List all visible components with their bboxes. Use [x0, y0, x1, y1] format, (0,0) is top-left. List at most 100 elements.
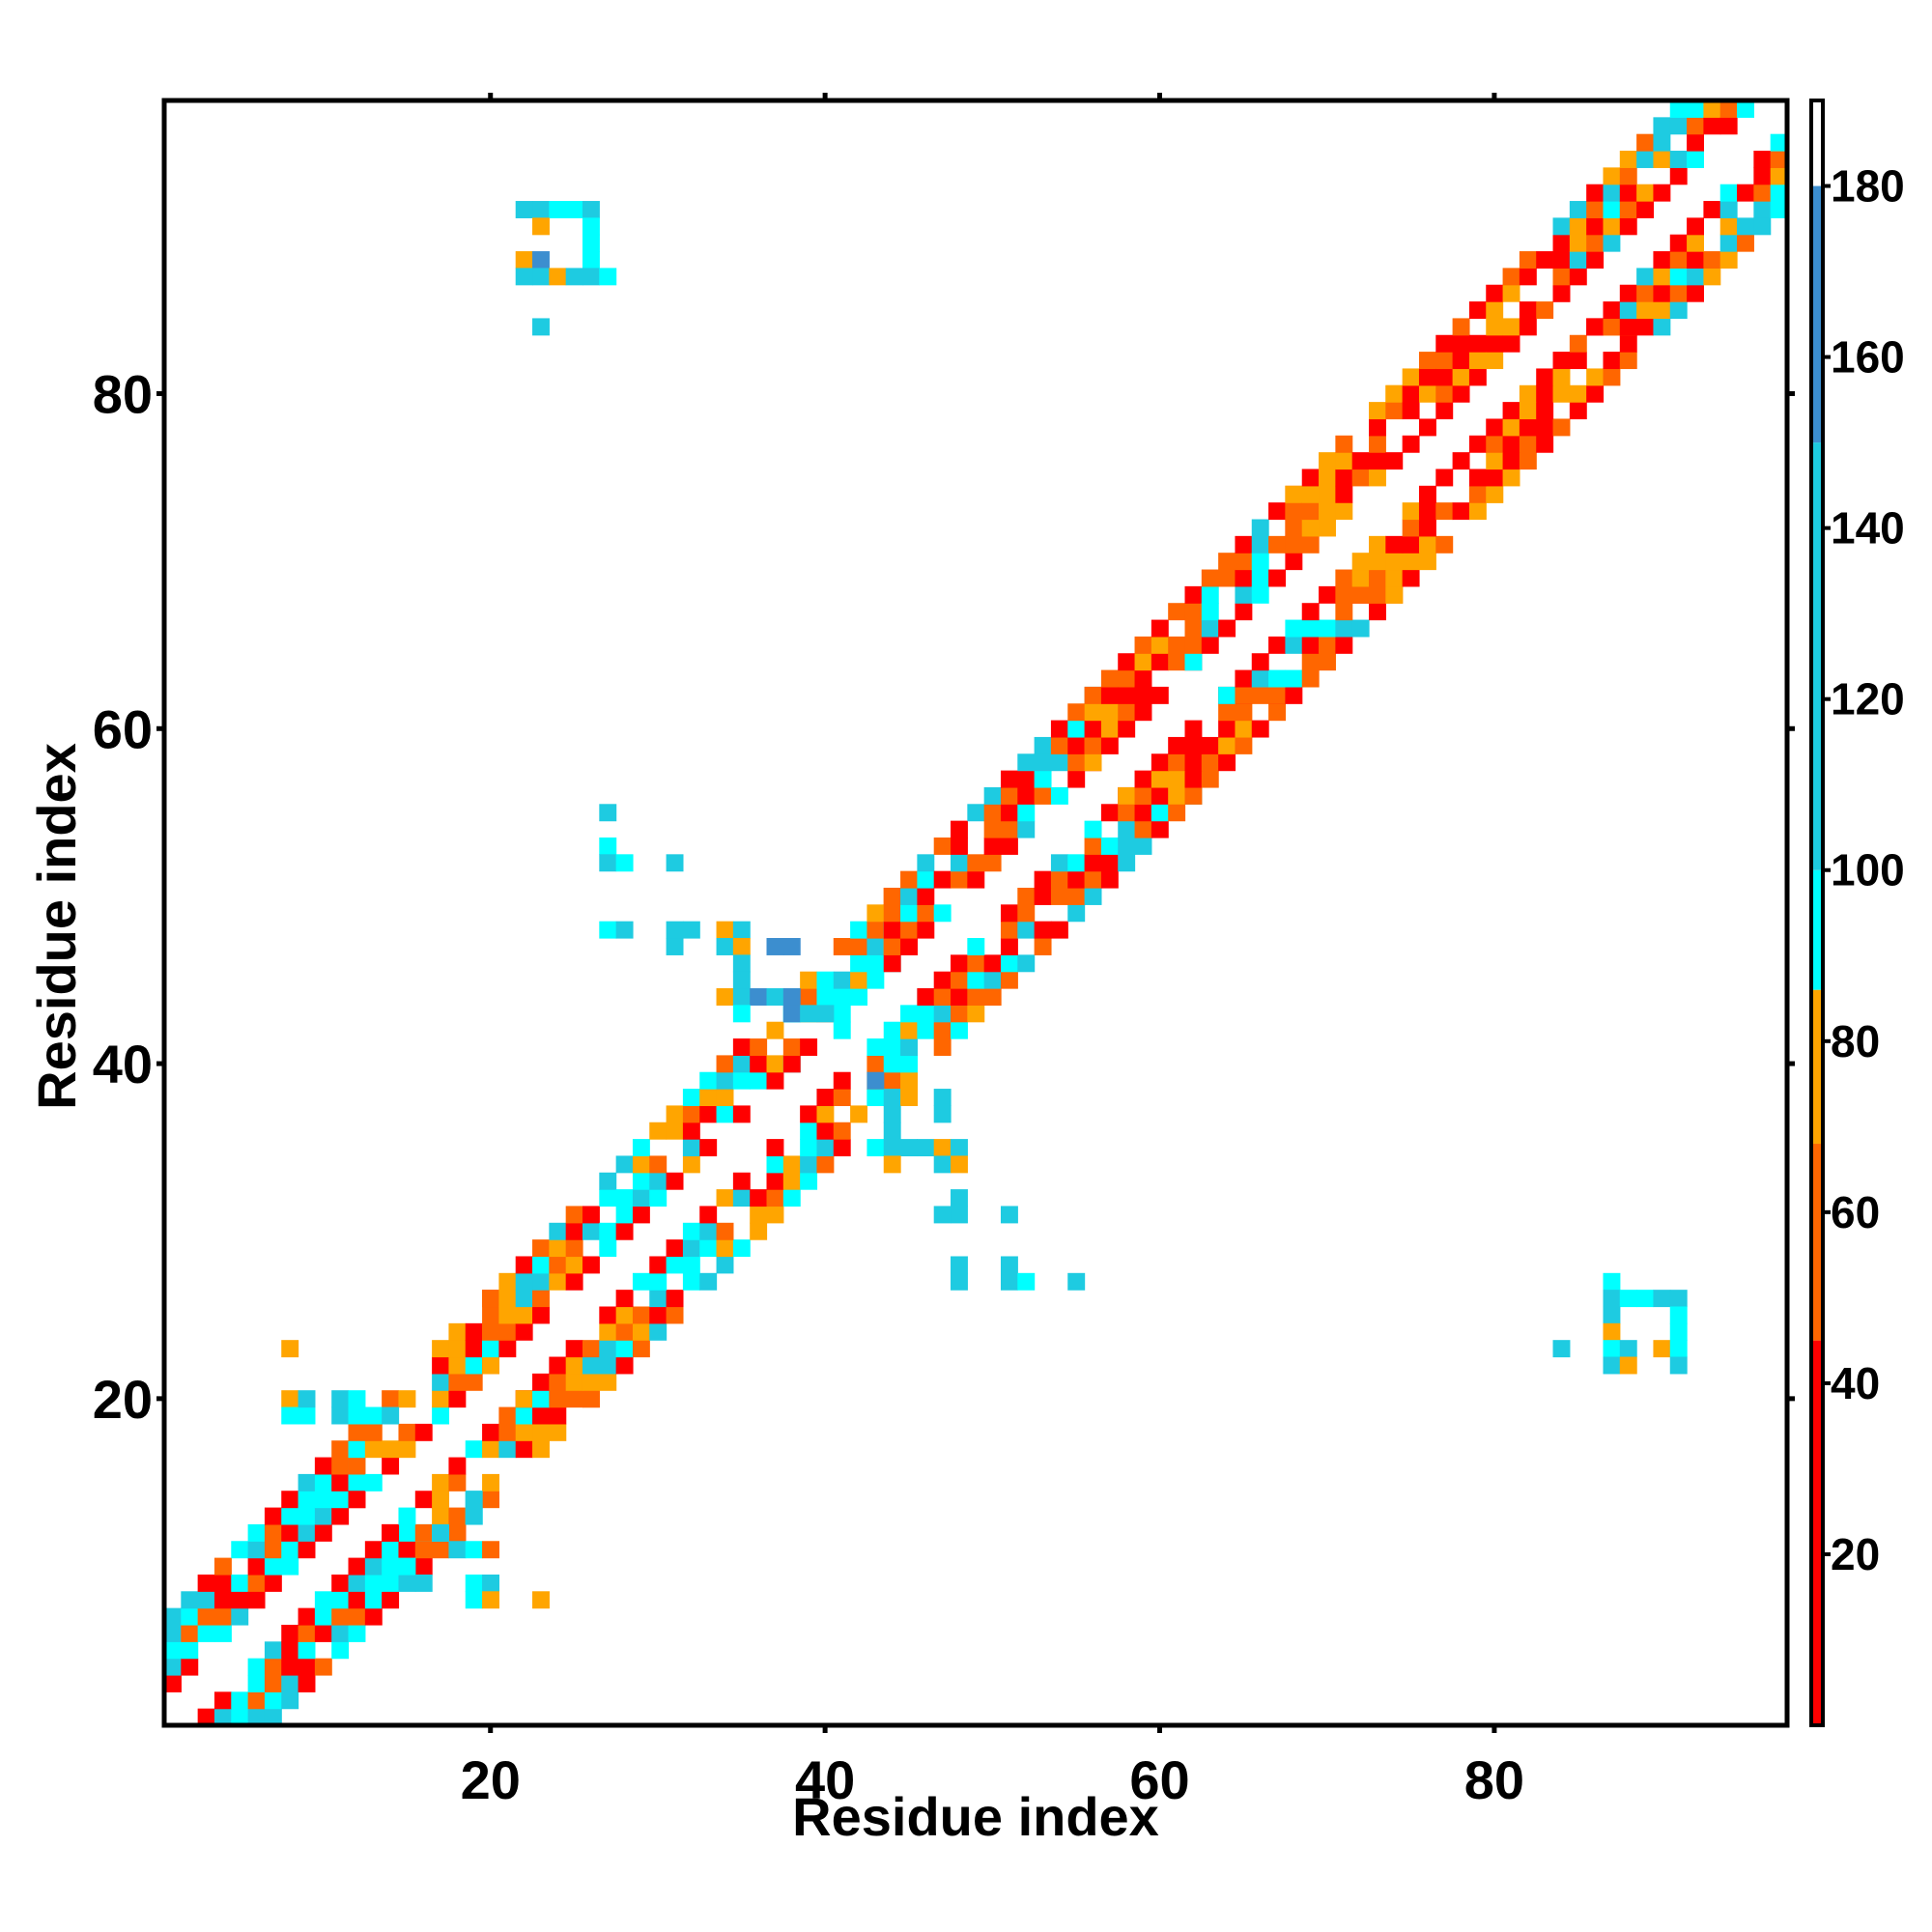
heatmap-cell: [181, 1591, 199, 1609]
heatmap-cell: [1536, 402, 1554, 420]
heatmap-cell: [482, 1340, 499, 1358]
heatmap-cell: [649, 1306, 668, 1324]
heatmap-cell: [281, 1641, 299, 1660]
heatmap-cell: [465, 1491, 483, 1509]
heatmap-cell: [1452, 334, 1470, 353]
heatmap-cell: [1084, 887, 1102, 905]
heatmap-cell: [649, 1272, 668, 1291]
heatmap-cell: [1050, 753, 1068, 772]
colorbar-band: [1811, 100, 1823, 186]
heatmap-cell: [699, 1139, 718, 1157]
heatmap-cell: [1235, 553, 1253, 571]
heatmap-cell: [1184, 753, 1203, 772]
heatmap-cell: [1435, 368, 1454, 386]
heatmap-cell: [465, 1574, 483, 1592]
heatmap-cell: [448, 1373, 467, 1391]
heatmap-cell: [482, 1591, 499, 1609]
heatmap-cell: [1452, 452, 1470, 470]
heatmap-cell: [498, 1322, 517, 1341]
heatmap-cell: [1619, 352, 1637, 370]
heatmap-cell: [917, 921, 935, 939]
heatmap-cell: [1134, 786, 1152, 805]
colorbar-tick-label: 100: [1831, 845, 1905, 895]
heatmap-cell: [247, 1541, 266, 1559]
heatmap-cell: [649, 1172, 668, 1190]
heatmap-cell: [716, 1055, 734, 1073]
heatmap-cell: [933, 1155, 952, 1174]
heatmap-cell: [1268, 535, 1287, 554]
heatmap-cell: [1619, 167, 1637, 185]
heatmap-cell: [1034, 736, 1052, 754]
heatmap-cell: [298, 1507, 316, 1525]
heatmap-cell: [197, 1591, 215, 1609]
heatmap-cell: [1552, 368, 1571, 386]
heatmap-cell: [666, 1256, 684, 1274]
heatmap-cell: [1050, 854, 1068, 872]
heatmap-cell: [983, 854, 1002, 872]
heatmap-cell: [281, 1390, 299, 1408]
heatmap-cell: [1586, 217, 1605, 236]
heatmap-cell: [1034, 870, 1052, 889]
x-axis-ticks: 20 40 60 80: [461, 93, 1524, 1810]
heatmap-cell: [750, 1071, 768, 1090]
heatmap-cell: [917, 887, 935, 905]
heatmap-cell: [515, 1423, 533, 1441]
colorbar-tick-label: 120: [1831, 674, 1905, 724]
heatmap-cell: [331, 1406, 350, 1425]
heatmap-cell: [398, 1390, 416, 1408]
heatmap-cell: [382, 1591, 400, 1609]
heatmap-cell: [247, 1691, 266, 1710]
heatmap-cell: [1687, 217, 1704, 236]
heatmap-cell: [782, 1155, 801, 1174]
heatmap-cell: [1519, 402, 1537, 420]
heatmap-cell: [565, 1373, 583, 1391]
heatmap-cell: [1435, 402, 1454, 420]
heatmap-cell: [816, 1122, 835, 1140]
heatmap-cell: [348, 1440, 366, 1459]
heatmap-cell: [1268, 569, 1287, 587]
heatmap-cell: [649, 1256, 668, 1274]
heatmap-cell: [666, 1306, 684, 1324]
heatmap-cell: [649, 1189, 668, 1208]
heatmap-cell: [1669, 284, 1688, 302]
heatmap-cell: [298, 1641, 316, 1660]
heatmap-cell: [599, 1373, 617, 1391]
heatmap-cell: [1067, 753, 1086, 772]
heatmap-cell: [331, 1457, 350, 1475]
heatmap-cell: [532, 1256, 550, 1274]
heatmap-cell: [1201, 603, 1219, 621]
heatmap-cell: [867, 971, 885, 989]
heatmap-cell: [1067, 720, 1086, 738]
heatmap-cell: [1636, 284, 1655, 302]
heatmap-cell: [1486, 418, 1504, 437]
heatmap-cell: [933, 1139, 952, 1157]
heatmap-cell: [1418, 352, 1436, 370]
heatmap-cell: [1486, 284, 1504, 302]
heatmap-cell: [1235, 569, 1253, 587]
heatmap-cell: [850, 988, 868, 1006]
heatmap-cell: [1034, 753, 1052, 772]
heatmap-cell: [1000, 921, 1018, 939]
heatmap-cell: [532, 1239, 550, 1258]
heatmap-cell: [298, 1491, 316, 1509]
heatmap-cell: [649, 1155, 668, 1174]
heatmap-cell: [1100, 804, 1119, 822]
heatmap-cell: [432, 1390, 450, 1408]
heatmap-cell: [1369, 418, 1386, 437]
heatmap-cell: [1569, 334, 1587, 353]
heatmap-cell: [682, 1239, 700, 1258]
heatmap-cell: [666, 1290, 684, 1308]
heatmap-cell: [850, 921, 868, 939]
heatmap-cell: [1737, 100, 1754, 118]
heatmap-cell: [1351, 569, 1370, 587]
heatmap-cell: [213, 1557, 232, 1576]
heatmap-cell: [465, 1373, 483, 1391]
heatmap-cell: [314, 1457, 332, 1475]
heatmap-cell: [1301, 502, 1320, 521]
heatmap-cell: [1184, 720, 1203, 738]
heatmap-cell: [816, 1105, 835, 1123]
heatmap-cell: [565, 201, 583, 218]
heatmap-cell: [967, 938, 985, 955]
heatmap-cell: [515, 1390, 533, 1408]
heatmap-cell: [951, 854, 968, 872]
